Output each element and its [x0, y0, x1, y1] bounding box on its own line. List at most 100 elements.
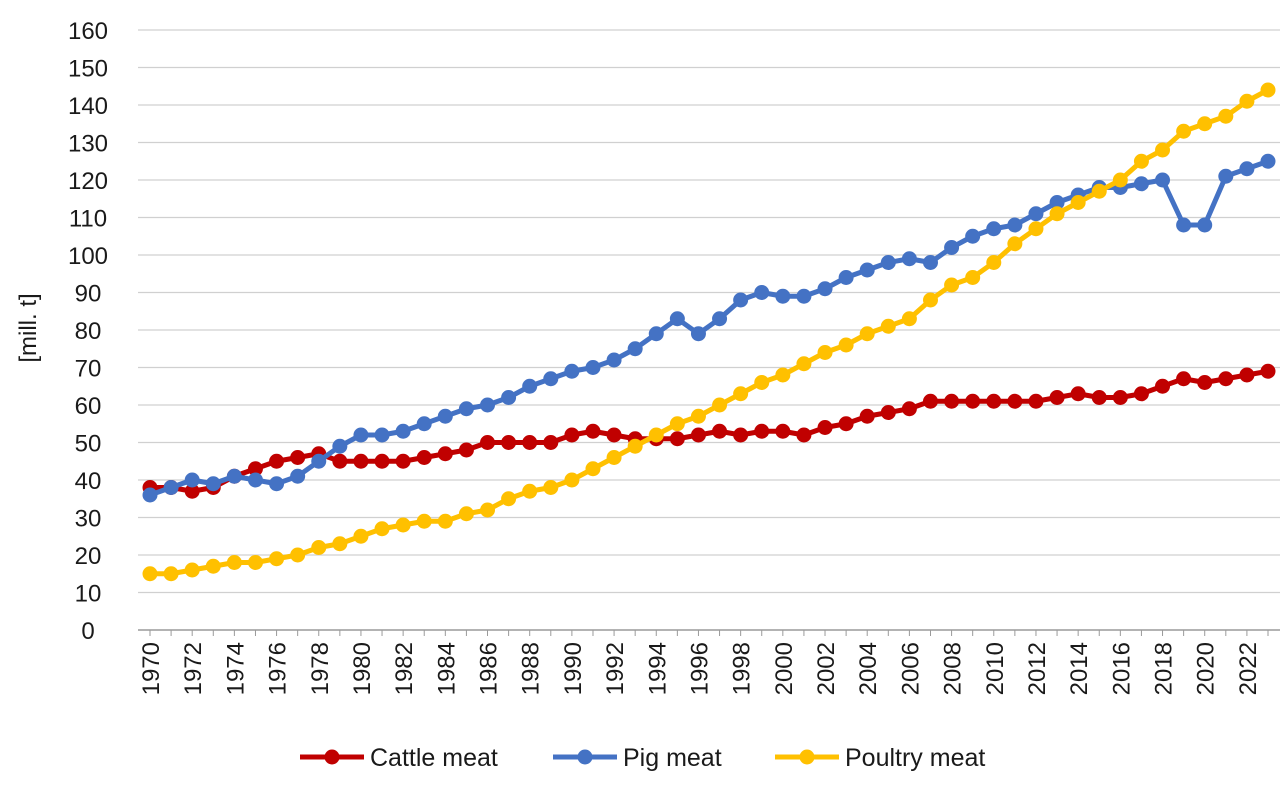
series-cattle-meat	[142, 363, 1276, 499]
data-point	[142, 487, 158, 503]
data-point	[922, 255, 938, 270]
data-point	[1007, 393, 1023, 409]
data-point	[838, 337, 854, 353]
x-tick-label: 1998	[729, 642, 756, 695]
legend-label: Poultry meat	[845, 744, 985, 772]
x-tick-label: 1984	[433, 642, 460, 695]
data-point	[395, 517, 411, 533]
y-tick-label: 140	[68, 93, 108, 120]
series-line	[150, 368, 1269, 494]
series-line	[149, 158, 1269, 498]
data-point	[1176, 371, 1192, 387]
x-tick-label: 2014	[1066, 642, 1093, 695]
data-point	[1133, 386, 1149, 402]
data-point	[1133, 153, 1149, 169]
data-point	[184, 472, 200, 488]
data-point	[585, 461, 601, 477]
data-point	[1260, 153, 1276, 169]
y-axis-label: [mill. t]	[15, 293, 42, 362]
data-point	[564, 363, 580, 379]
data-point	[901, 401, 917, 417]
data-point	[437, 446, 453, 462]
data-point	[1028, 221, 1044, 237]
data-point	[332, 453, 348, 469]
data-point	[690, 427, 706, 443]
data-point	[627, 438, 643, 454]
data-point	[754, 423, 770, 439]
data-point	[1239, 161, 1255, 177]
data-point	[501, 491, 517, 507]
data-point	[1239, 367, 1255, 383]
data-point	[944, 393, 960, 409]
legend-item: Poultry meat	[775, 744, 985, 772]
data-point	[1007, 236, 1023, 252]
y-tick-label: 50	[75, 431, 102, 458]
data-point	[817, 281, 833, 297]
series-line	[150, 87, 1270, 577]
data-point	[669, 431, 685, 447]
data-point	[1155, 378, 1171, 394]
data-point	[543, 480, 559, 495]
data-point	[1218, 168, 1234, 184]
data-point	[986, 393, 1002, 409]
data-point	[880, 318, 896, 334]
data-point	[606, 352, 622, 368]
data-point	[1112, 390, 1128, 405]
data-point	[669, 311, 685, 327]
data-point	[458, 506, 474, 522]
data-point	[1007, 217, 1023, 233]
x-tick-label: 1978	[307, 642, 334, 695]
data-point	[353, 427, 369, 443]
data-point	[395, 453, 411, 469]
data-point	[458, 401, 474, 417]
series-layer	[142, 82, 1276, 582]
legend: Cattle meat Pig meat Poultry meat	[300, 744, 985, 772]
data-point	[754, 375, 770, 390]
data-point	[353, 453, 369, 469]
x-tick-label: 1972	[180, 642, 207, 695]
series-pig-meat	[142, 153, 1276, 503]
data-point	[775, 288, 791, 304]
data-point	[184, 562, 200, 578]
data-point	[775, 423, 791, 439]
data-point	[986, 255, 1002, 270]
data-point	[437, 408, 453, 424]
data-point	[247, 472, 263, 488]
data-point	[817, 420, 833, 435]
legend-item: Pig meat	[553, 744, 722, 772]
data-point	[754, 285, 770, 300]
data-point	[1176, 217, 1192, 233]
data-point	[416, 513, 432, 529]
data-point	[332, 536, 348, 552]
data-point	[817, 345, 833, 360]
y-tick-label: 90	[75, 281, 102, 308]
data-point	[1155, 172, 1171, 188]
x-tick-label: 2016	[1108, 642, 1135, 695]
x-tick-label: 2010	[982, 642, 1009, 695]
data-point	[480, 502, 496, 518]
x-tick-label: 2000	[771, 642, 798, 695]
data-point	[1218, 108, 1234, 124]
data-point	[690, 326, 706, 342]
x-tick-label: 1982	[391, 642, 418, 695]
data-point	[880, 255, 896, 270]
y-tick-label: 120	[68, 168, 108, 195]
data-point	[1028, 393, 1044, 409]
x-tick-label: 1990	[560, 642, 587, 695]
data-point	[859, 408, 875, 424]
data-point	[226, 468, 242, 484]
data-point	[501, 390, 517, 405]
data-point	[290, 450, 306, 465]
x-tick-label: 1996	[686, 642, 713, 695]
data-point	[163, 566, 179, 582]
x-tick-label: 2004	[855, 642, 882, 695]
data-point	[733, 386, 749, 402]
data-point	[522, 483, 538, 499]
data-point	[1197, 375, 1213, 390]
data-point	[669, 416, 685, 432]
data-point	[733, 427, 749, 443]
legend-label: Pig meat	[623, 744, 722, 772]
data-point	[564, 427, 580, 443]
data-point	[1049, 195, 1065, 210]
gridlines	[138, 29, 1280, 631]
